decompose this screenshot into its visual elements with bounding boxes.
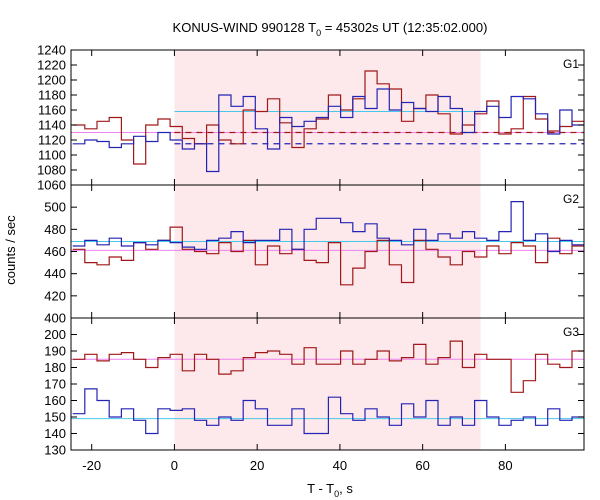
y-tick-label: 480	[44, 222, 66, 237]
series-red-g2	[72, 226, 584, 286]
y-tick-label: 170	[44, 377, 66, 392]
x-tick-label: 40	[333, 458, 347, 473]
panel-label: G2	[563, 192, 579, 206]
panel-label: G3	[563, 325, 579, 339]
y-tick-label: 1240	[37, 43, 66, 58]
y-tick-label: 1180	[38, 88, 66, 103]
y-tick-label: 440	[44, 266, 66, 281]
y-tick-label: 1080	[37, 163, 66, 178]
x-tick-label: 60	[415, 458, 429, 473]
x-tick-label: 0	[171, 458, 178, 473]
y-tick-label: 180	[44, 360, 66, 375]
x-tick-label: -20	[82, 458, 101, 473]
y-tick-label: 1160	[38, 103, 66, 118]
y-tick-label: 400	[44, 311, 66, 326]
panel-g2: 400 420 440 460 480 500 G2	[44, 184, 585, 326]
chart-title: KONUS-WIND 990128 T0 = 45302s UT (12:35:…	[173, 20, 488, 38]
y-tick-label: 1200	[37, 73, 66, 88]
panels-layer: 1060108011001120114011601180120012201240…	[37, 43, 585, 473]
y-tick-label: 160	[44, 393, 66, 408]
y-tick-label: 200	[44, 327, 66, 342]
x-tick-label: 20	[250, 458, 264, 473]
shaded-interval	[174, 185, 481, 318]
panel-label: G1	[563, 57, 579, 71]
y-tick-label: 460	[44, 244, 66, 259]
y-tick-label: 1100	[38, 148, 66, 163]
y-tick-label: 500	[44, 200, 66, 215]
x-axis-label: T - T0, s	[307, 481, 353, 499]
y-tick-label: 1120	[38, 133, 66, 148]
y-tick-label: 190	[44, 344, 66, 359]
panel-g1: 1060108011001120114011601180120012201240…	[37, 43, 585, 193]
series-blue-g2	[72, 201, 584, 253]
y-tick-label: 150	[44, 410, 66, 425]
series-blue-g1	[72, 88, 584, 173]
series-blue-g3	[72, 388, 584, 435]
y-axis-label: counts / sec	[3, 215, 18, 285]
y-tick-label: 1060	[37, 178, 66, 193]
y-tick-label: 1220	[37, 58, 66, 73]
y-tick-label: 130	[44, 443, 66, 458]
shaded-interval	[174, 318, 481, 450]
y-tick-label: 1140	[38, 118, 66, 133]
x-tick-label: 80	[498, 458, 512, 473]
y-tick-label: 420	[44, 288, 66, 303]
y-tick-label: 140	[44, 426, 66, 441]
series-red-g3	[72, 340, 584, 393]
